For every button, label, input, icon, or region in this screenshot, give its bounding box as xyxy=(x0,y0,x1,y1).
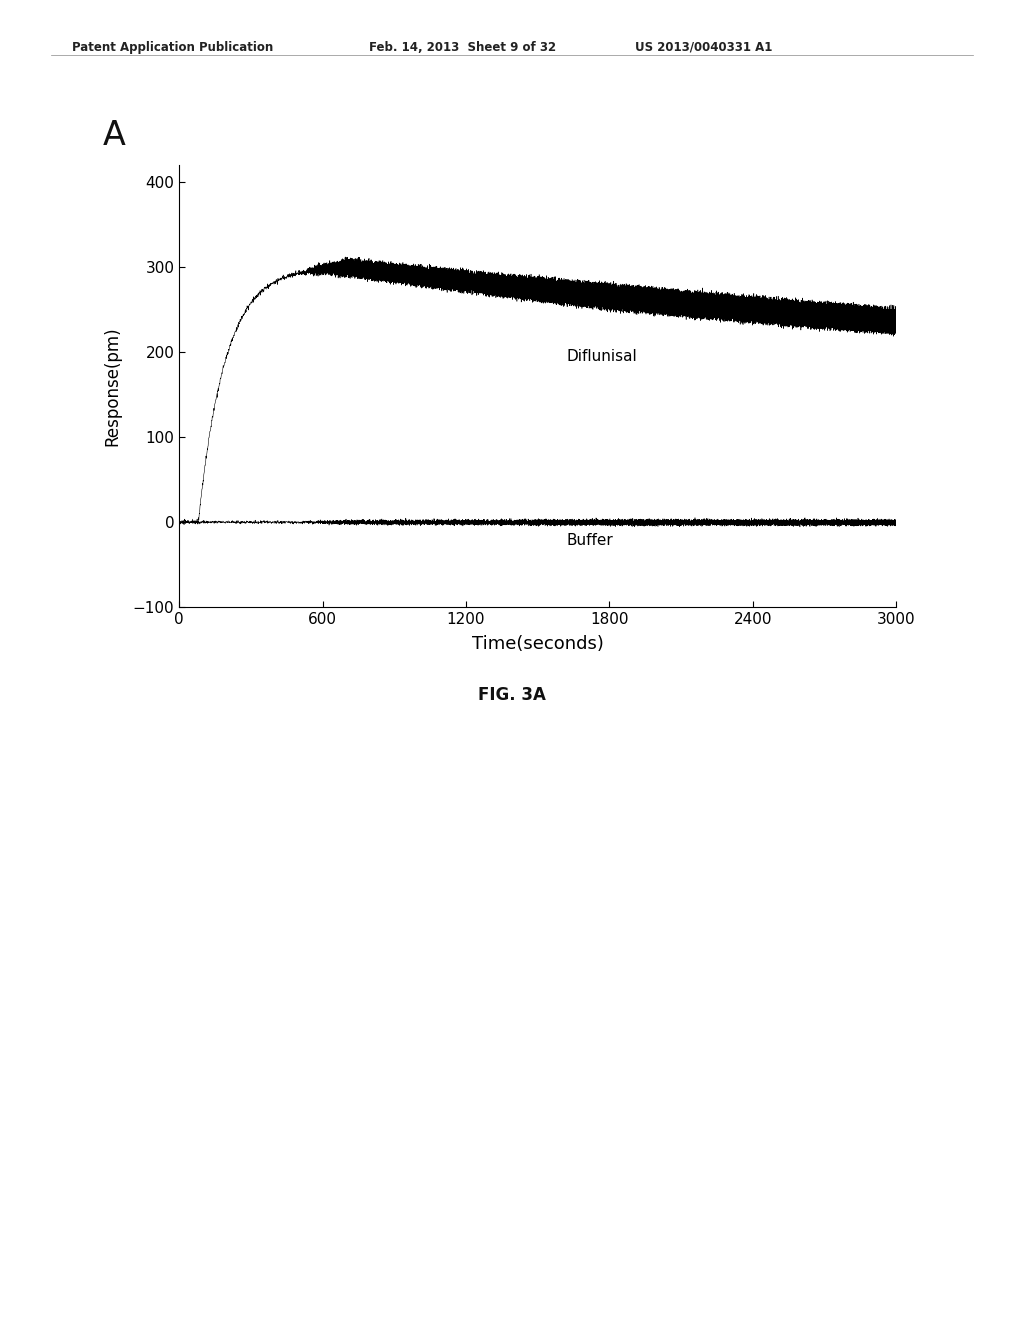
Text: Patent Application Publication: Patent Application Publication xyxy=(72,41,273,54)
Text: US 2013/0040331 A1: US 2013/0040331 A1 xyxy=(635,41,772,54)
Text: Feb. 14, 2013  Sheet 9 of 32: Feb. 14, 2013 Sheet 9 of 32 xyxy=(369,41,556,54)
Y-axis label: Response(pm): Response(pm) xyxy=(103,326,122,446)
Text: FIG. 3A: FIG. 3A xyxy=(478,686,546,705)
Text: Diflunisal: Diflunisal xyxy=(566,348,637,364)
Text: Buffer: Buffer xyxy=(566,533,613,548)
Text: A: A xyxy=(102,119,125,152)
X-axis label: Time(seconds): Time(seconds) xyxy=(472,635,603,653)
